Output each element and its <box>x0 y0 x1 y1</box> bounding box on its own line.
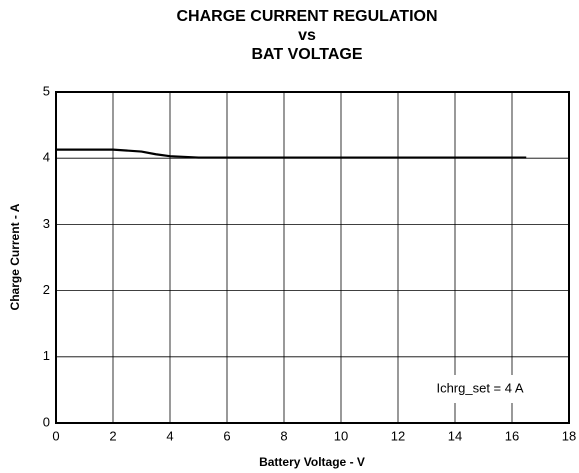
x-tick-label: 14 <box>448 428 462 443</box>
y-tick-label: 2 <box>43 282 50 297</box>
chart-title: vs <box>298 27 316 44</box>
y-tick-label: 0 <box>43 414 50 429</box>
y-tick-label: 3 <box>43 216 50 231</box>
x-tick-label: 8 <box>280 428 287 443</box>
plot-border <box>55 91 570 424</box>
y-tick-label: 4 <box>43 150 50 165</box>
x-tick-label: 16 <box>505 428 519 443</box>
y-tick-label: 5 <box>43 83 50 98</box>
chart-title: BAT VOLTAGE <box>251 46 362 63</box>
annotation-box <box>415 375 545 403</box>
x-tick-label: 12 <box>391 428 405 443</box>
x-tick-label: 4 <box>166 428 173 443</box>
x-tick-label: 6 <box>223 428 230 443</box>
annotation: Ichrg_set = 4 A <box>436 380 523 395</box>
x-tick-label: 10 <box>334 428 348 443</box>
y-axis-label: Charge Current - A <box>8 203 22 310</box>
data-line <box>56 148 527 159</box>
x-tick-label: 18 <box>562 428 576 443</box>
chart-title: CHARGE CURRENT REGULATION <box>176 8 437 25</box>
x-tick-label: 2 <box>109 428 116 443</box>
x-axis-label: Battery Voltage - V <box>259 455 365 469</box>
y-tick-label: 1 <box>43 348 50 363</box>
x-tick-label: 0 <box>52 428 59 443</box>
